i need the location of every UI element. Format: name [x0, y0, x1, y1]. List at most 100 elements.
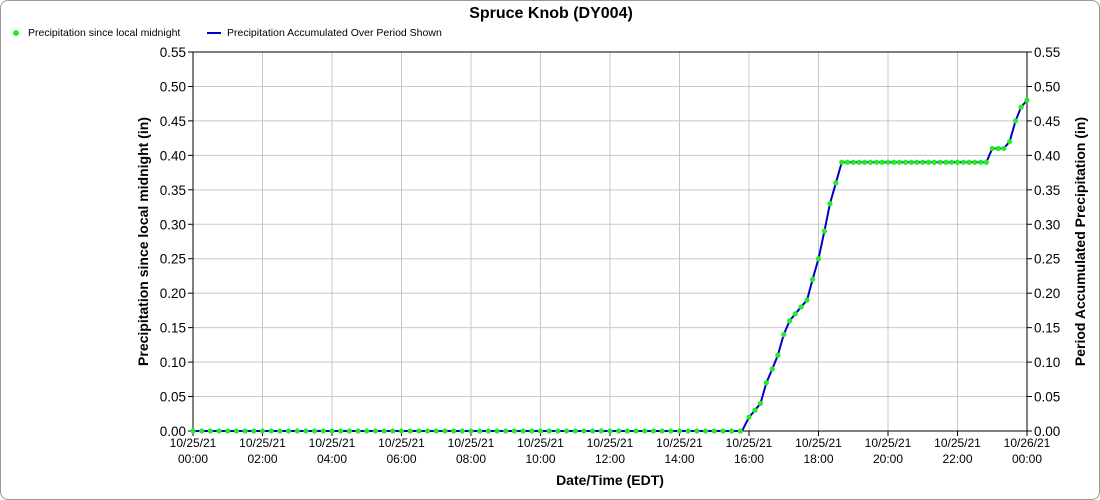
y-axis-title-right: Period Accumulated Precipitation (in) [1072, 117, 1088, 366]
data-point-since-midnight [320, 428, 326, 434]
data-point-since-midnight [572, 428, 578, 434]
data-point-since-midnight [294, 428, 300, 434]
x-tick-label-time: 08:00 [456, 452, 486, 466]
data-point-since-midnight [1018, 104, 1024, 110]
data-point-since-midnight [407, 428, 413, 434]
x-tick-label-time: 20:00 [873, 452, 903, 466]
y-tick-label-left: 0.50 [160, 79, 186, 94]
x-tick-label-date: 10/25/21 [448, 436, 495, 450]
data-point-since-midnight [896, 159, 903, 165]
x-tick-label-time: 14:00 [664, 452, 694, 466]
data-point-since-midnight [815, 256, 822, 262]
data-point-since-midnight [233, 428, 240, 434]
data-point-since-midnight [737, 428, 743, 434]
data-point-since-midnight [494, 428, 500, 434]
x-axis-title: Date/Time (EDT) [556, 472, 664, 488]
data-point-since-midnight [199, 428, 205, 434]
data-point-since-midnight [891, 159, 897, 165]
legend-item-since-midnight: Precipitation since local midnight [13, 27, 180, 39]
y-tick-label-left: 0.20 [160, 286, 186, 301]
y-tick-label-left: 0.05 [160, 390, 186, 405]
legend-label-since-midnight: Precipitation since local midnight [28, 27, 181, 39]
y-tick-label-left: 0.00 [160, 424, 186, 439]
data-point-since-midnight [960, 159, 967, 165]
data-point-since-midnight [668, 428, 674, 434]
x-tick-label-time: 22:00 [942, 452, 972, 466]
data-point-since-midnight [775, 352, 781, 358]
data-point-since-midnight [954, 159, 961, 165]
data-point-since-midnight [607, 428, 613, 434]
data-point-since-midnight [598, 428, 604, 434]
data-point-since-midnight [642, 428, 648, 434]
x-tick-label-date: 10/25/21 [378, 436, 425, 450]
data-point-since-midnight [798, 304, 804, 310]
data-point-since-midnight [277, 428, 283, 434]
y-tick-label-left: 0.15 [160, 321, 186, 336]
data-point-since-midnight [225, 428, 231, 434]
data-point-since-midnight [364, 428, 370, 434]
data-point-since-midnight [433, 428, 439, 434]
x-tick-label-time: 12:00 [595, 452, 625, 466]
data-point-since-midnight [983, 159, 989, 165]
data-point-since-midnight [868, 159, 874, 165]
y-tick-label-right: 0.00 [1034, 424, 1060, 439]
data-point-since-midnight [477, 428, 483, 434]
data-point-since-midnight [372, 428, 379, 434]
data-point-since-midnight [216, 428, 222, 434]
data-point-since-midnight [989, 145, 995, 152]
data-point-since-midnight [781, 331, 787, 338]
x-tick-label-time: 00:00 [1012, 452, 1042, 466]
x-tick-label-date: 10/25/21 [726, 436, 773, 450]
data-point-since-midnight [804, 297, 810, 303]
data-point-since-midnight [856, 159, 862, 165]
data-point-since-midnight [1001, 145, 1007, 152]
data-point-since-midnight [827, 201, 833, 207]
data-point-since-midnight [329, 428, 335, 434]
x-tick-label-date: 10/26/21 [1004, 436, 1051, 450]
data-point-since-midnight [633, 428, 639, 434]
data-point-since-midnight [685, 428, 691, 434]
x-tick-label-date: 10/25/21 [934, 436, 981, 450]
data-point-since-midnight [390, 428, 396, 434]
data-point-since-midnight [285, 428, 292, 434]
data-point-since-midnight [792, 311, 798, 317]
chart-title: Spruce Knob (DY004) [469, 5, 633, 22]
data-point-since-midnight [931, 159, 937, 165]
x-tick-label-date: 10/25/21 [309, 436, 356, 450]
data-point-since-midnight [720, 428, 726, 434]
data-point-since-midnight [821, 228, 828, 234]
data-point-since-midnight [303, 428, 309, 434]
y-tick-label-right: 0.05 [1034, 390, 1060, 405]
data-point-since-midnight [908, 159, 914, 165]
legend-item-period-accumulated: Precipitation Accumulated Over Period Sh… [207, 27, 442, 39]
y-tick-label-left: 0.55 [160, 45, 186, 60]
y-tick-label-right: 0.45 [1034, 114, 1060, 129]
data-point-since-midnight [920, 159, 926, 165]
data-point-since-midnight [251, 428, 257, 434]
data-point-since-midnight [398, 428, 405, 434]
data-point-since-midnight [451, 428, 457, 434]
data-point-since-midnight [879, 159, 885, 165]
data-point-since-midnight [995, 145, 1001, 152]
x-tick-label-time: 04:00 [317, 452, 347, 466]
y-tick-label-right: 0.15 [1034, 321, 1060, 336]
data-point-since-midnight [1024, 97, 1030, 103]
x-tick-label-time: 02:00 [247, 452, 277, 466]
x-tick-label-date: 10/25/21 [517, 436, 564, 450]
data-point-since-midnight [809, 276, 816, 282]
data-point-since-midnight [624, 428, 630, 434]
data-point-since-midnight [485, 428, 491, 434]
data-point-since-midnight [711, 428, 717, 434]
data-point-since-midnight [844, 159, 850, 165]
y-tick-label-right: 0.25 [1034, 252, 1060, 267]
data-point-since-midnight [752, 407, 758, 413]
x-tick-label-date: 10/25/21 [795, 436, 842, 450]
data-point-since-midnight [511, 428, 518, 434]
data-point-since-midnight [839, 159, 845, 165]
data-point-since-midnight [459, 428, 465, 434]
data-point-since-midnight [381, 428, 387, 434]
y-tick-label-right: 0.10 [1034, 355, 1060, 370]
data-point-since-midnight [850, 159, 856, 165]
